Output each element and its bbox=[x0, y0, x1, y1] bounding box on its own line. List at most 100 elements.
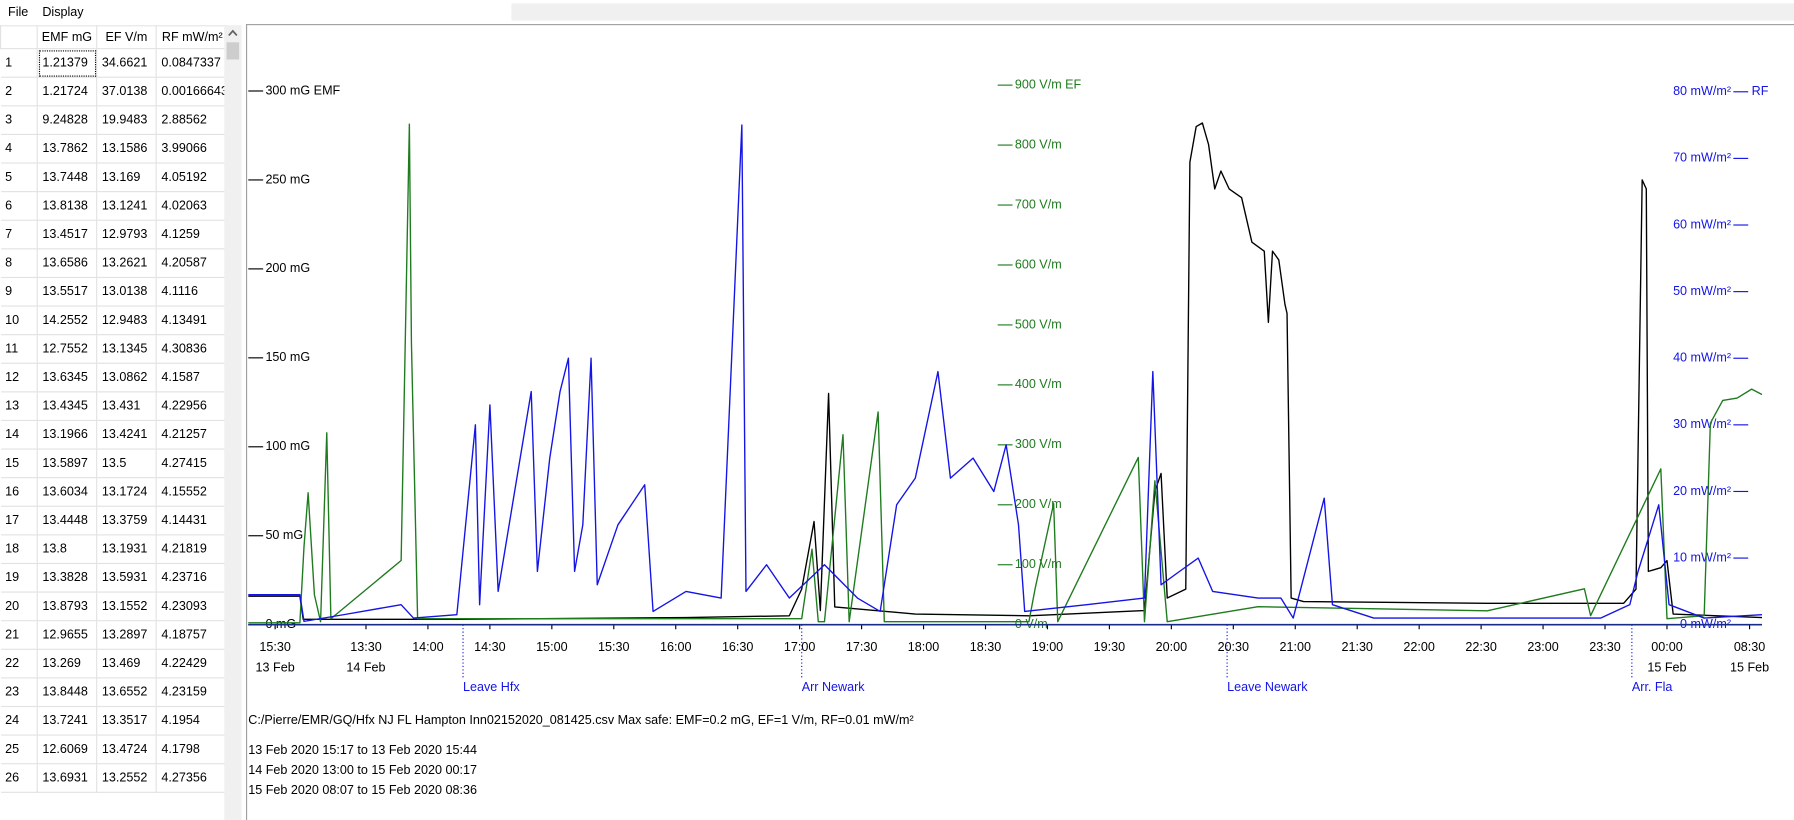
table-cell[interactable]: 13.431 bbox=[96, 391, 157, 422]
table-row[interactable]: 9 13.5517 13.0138 4.1116 bbox=[0, 276, 229, 307]
table-cell[interactable]: 4.27415 bbox=[155, 448, 229, 479]
row-number[interactable]: 12 bbox=[0, 362, 38, 393]
row-number[interactable]: 22 bbox=[0, 648, 38, 679]
table-cell[interactable]: 13.6345 bbox=[36, 362, 98, 393]
table-cell[interactable]: 13.1241 bbox=[96, 191, 157, 221]
table-cell[interactable]: 13.6586 bbox=[36, 248, 98, 279]
table-row[interactable]: 6 13.8138 13.1241 4.02063 bbox=[0, 191, 229, 221]
table-cell[interactable]: 13.0138 bbox=[96, 276, 157, 307]
row-number[interactable]: 8 bbox=[0, 248, 38, 279]
column-header[interactable]: EF V/m bbox=[96, 25, 157, 50]
table-row[interactable]: 17 13.4448 13.3759 4.14431 bbox=[0, 505, 229, 536]
table-cell[interactable]: 4.22956 bbox=[155, 391, 229, 422]
row-number[interactable]: 1 bbox=[0, 48, 38, 78]
row-number[interactable]: 3 bbox=[0, 105, 38, 136]
table-cell[interactable]: 13.3828 bbox=[36, 562, 98, 593]
table-cell[interactable]: 4.22429 bbox=[155, 648, 229, 679]
table-cell[interactable]: 13.0862 bbox=[96, 362, 157, 393]
table-row[interactable]: 5 13.7448 13.169 4.05192 bbox=[0, 162, 229, 193]
table-cell[interactable]: 13.7241 bbox=[36, 705, 98, 736]
table-row[interactable]: 22 13.269 13.469 4.22429 bbox=[0, 648, 229, 679]
table-cell[interactable]: 1.21724 bbox=[36, 76, 98, 107]
table-cell[interactable]: 13.1931 bbox=[96, 534, 157, 565]
table-cell[interactable]: 13.5931 bbox=[96, 562, 157, 593]
table-row[interactable]: 23 13.8448 13.6552 4.23159 bbox=[0, 677, 229, 708]
row-number[interactable]: 18 bbox=[0, 534, 38, 565]
table-cell[interactable]: 12.7552 bbox=[36, 334, 98, 364]
row-number[interactable]: 20 bbox=[0, 591, 38, 622]
table-row[interactable]: 4 13.7862 13.1586 3.99066 bbox=[0, 133, 229, 164]
table-cell[interactable]: 34.6621 bbox=[96, 48, 157, 78]
table-cell[interactable]: 13.4724 bbox=[96, 734, 157, 765]
table-cell[interactable]: 13.5897 bbox=[36, 448, 98, 479]
table-cell[interactable]: 13.169 bbox=[96, 162, 157, 193]
table-cell[interactable]: 9.24828 bbox=[36, 105, 98, 136]
table-cell[interactable]: 4.1259 bbox=[155, 219, 229, 250]
table-cell[interactable]: 13.3759 bbox=[96, 505, 157, 536]
table-cell[interactable]: 1.21379 bbox=[36, 48, 98, 78]
row-number[interactable]: 21 bbox=[0, 620, 38, 650]
table-cell[interactable]: 13.4345 bbox=[36, 391, 98, 422]
table-cell[interactable]: 12.6069 bbox=[36, 734, 98, 765]
table-row[interactable]: 25 12.6069 13.4724 4.1798 bbox=[0, 734, 229, 765]
menu-item[interactable]: Display bbox=[42, 5, 84, 20]
table-row[interactable]: 2 1.21724 37.0138 0.00166643 bbox=[0, 76, 229, 107]
row-number[interactable]: 10 bbox=[0, 305, 38, 336]
table-cell[interactable]: 13.8448 bbox=[36, 677, 98, 708]
table-row[interactable]: 13 13.4345 13.431 4.22956 bbox=[0, 391, 229, 422]
table-cell[interactable]: 0.00166643 bbox=[155, 76, 229, 107]
table-row[interactable]: 14 13.1966 13.4241 4.21257 bbox=[0, 419, 229, 450]
column-header[interactable]: RF mW/m² bbox=[155, 25, 229, 50]
table-cell[interactable]: 13.4241 bbox=[96, 419, 157, 450]
table-cell[interactable]: 4.02063 bbox=[155, 191, 229, 221]
table-row[interactable]: 3 9.24828 19.9483 2.88562 bbox=[0, 105, 229, 136]
table-cell[interactable]: 12.9483 bbox=[96, 305, 157, 336]
row-number[interactable]: 16 bbox=[0, 477, 38, 507]
table-cell[interactable]: 37.0138 bbox=[96, 76, 157, 107]
table-cell[interactable]: 4.20587 bbox=[155, 248, 229, 279]
table-cell[interactable]: 13.269 bbox=[36, 648, 98, 679]
scroll-up[interactable] bbox=[224, 25, 241, 41]
table-cell[interactable]: 4.14431 bbox=[155, 505, 229, 536]
table-cell[interactable]: 13.5 bbox=[96, 448, 157, 479]
table-cell[interactable]: 13.8138 bbox=[36, 191, 98, 221]
table-cell[interactable]: 4.18757 bbox=[155, 620, 229, 650]
table-cell[interactable]: 19.9483 bbox=[96, 105, 157, 136]
table-cell[interactable]: 13.6034 bbox=[36, 477, 98, 507]
table-row[interactable]: 19 13.3828 13.5931 4.23716 bbox=[0, 562, 229, 593]
table-row[interactable]: 15 13.5897 13.5 4.27415 bbox=[0, 448, 229, 479]
row-number[interactable]: 26 bbox=[0, 763, 38, 793]
table-cell[interactable]: 13.1345 bbox=[96, 334, 157, 364]
table-cell[interactable]: 4.27356 bbox=[155, 763, 229, 793]
table-cell[interactable]: 4.21257 bbox=[155, 419, 229, 450]
table-row[interactable]: 10 14.2552 12.9483 4.13491 bbox=[0, 305, 229, 336]
table-row[interactable]: 8 13.6586 13.2621 4.20587 bbox=[0, 248, 229, 279]
row-number[interactable]: 14 bbox=[0, 419, 38, 450]
table-cell[interactable]: 13.4517 bbox=[36, 219, 98, 250]
column-header[interactable]: EMF mG bbox=[36, 25, 98, 50]
table-cell[interactable]: 13.7448 bbox=[36, 162, 98, 193]
table-cell[interactable]: 4.1587 bbox=[155, 362, 229, 393]
table-row[interactable]: 20 13.8793 13.1552 4.23093 bbox=[0, 591, 229, 622]
menu-item[interactable]: File bbox=[8, 5, 29, 20]
table-cell[interactable]: 12.9655 bbox=[36, 620, 98, 650]
scroll-thumb[interactable] bbox=[226, 42, 240, 60]
table-cell[interactable]: 13.6931 bbox=[36, 763, 98, 793]
table-cell[interactable]: 13.7862 bbox=[36, 133, 98, 164]
table-cell[interactable]: 3.99066 bbox=[155, 133, 229, 164]
table-cell[interactable]: 4.23093 bbox=[155, 591, 229, 622]
table-cell[interactable]: 13.1586 bbox=[96, 133, 157, 164]
row-number[interactable]: 13 bbox=[0, 391, 38, 422]
table-row[interactable]: 26 13.6931 13.2552 4.27356 bbox=[0, 763, 229, 793]
table-cell[interactable]: 4.05192 bbox=[155, 162, 229, 193]
row-number[interactable]: 5 bbox=[0, 162, 38, 193]
table-cell[interactable]: 13.8793 bbox=[36, 591, 98, 622]
table-cell[interactable]: 13.2897 bbox=[96, 620, 157, 650]
table-cell[interactable]: 13.2552 bbox=[96, 763, 157, 793]
table-row[interactable]: 1 1.21379 34.6621 0.0847337 bbox=[0, 48, 229, 78]
scrollbar[interactable] bbox=[224, 25, 242, 820]
table-row[interactable]: 12 13.6345 13.0862 4.1587 bbox=[0, 362, 229, 393]
table-cell[interactable]: 14.2552 bbox=[36, 305, 98, 336]
table-row[interactable]: 21 12.9655 13.2897 4.18757 bbox=[0, 620, 229, 650]
table-cell[interactable]: 13.4448 bbox=[36, 505, 98, 536]
